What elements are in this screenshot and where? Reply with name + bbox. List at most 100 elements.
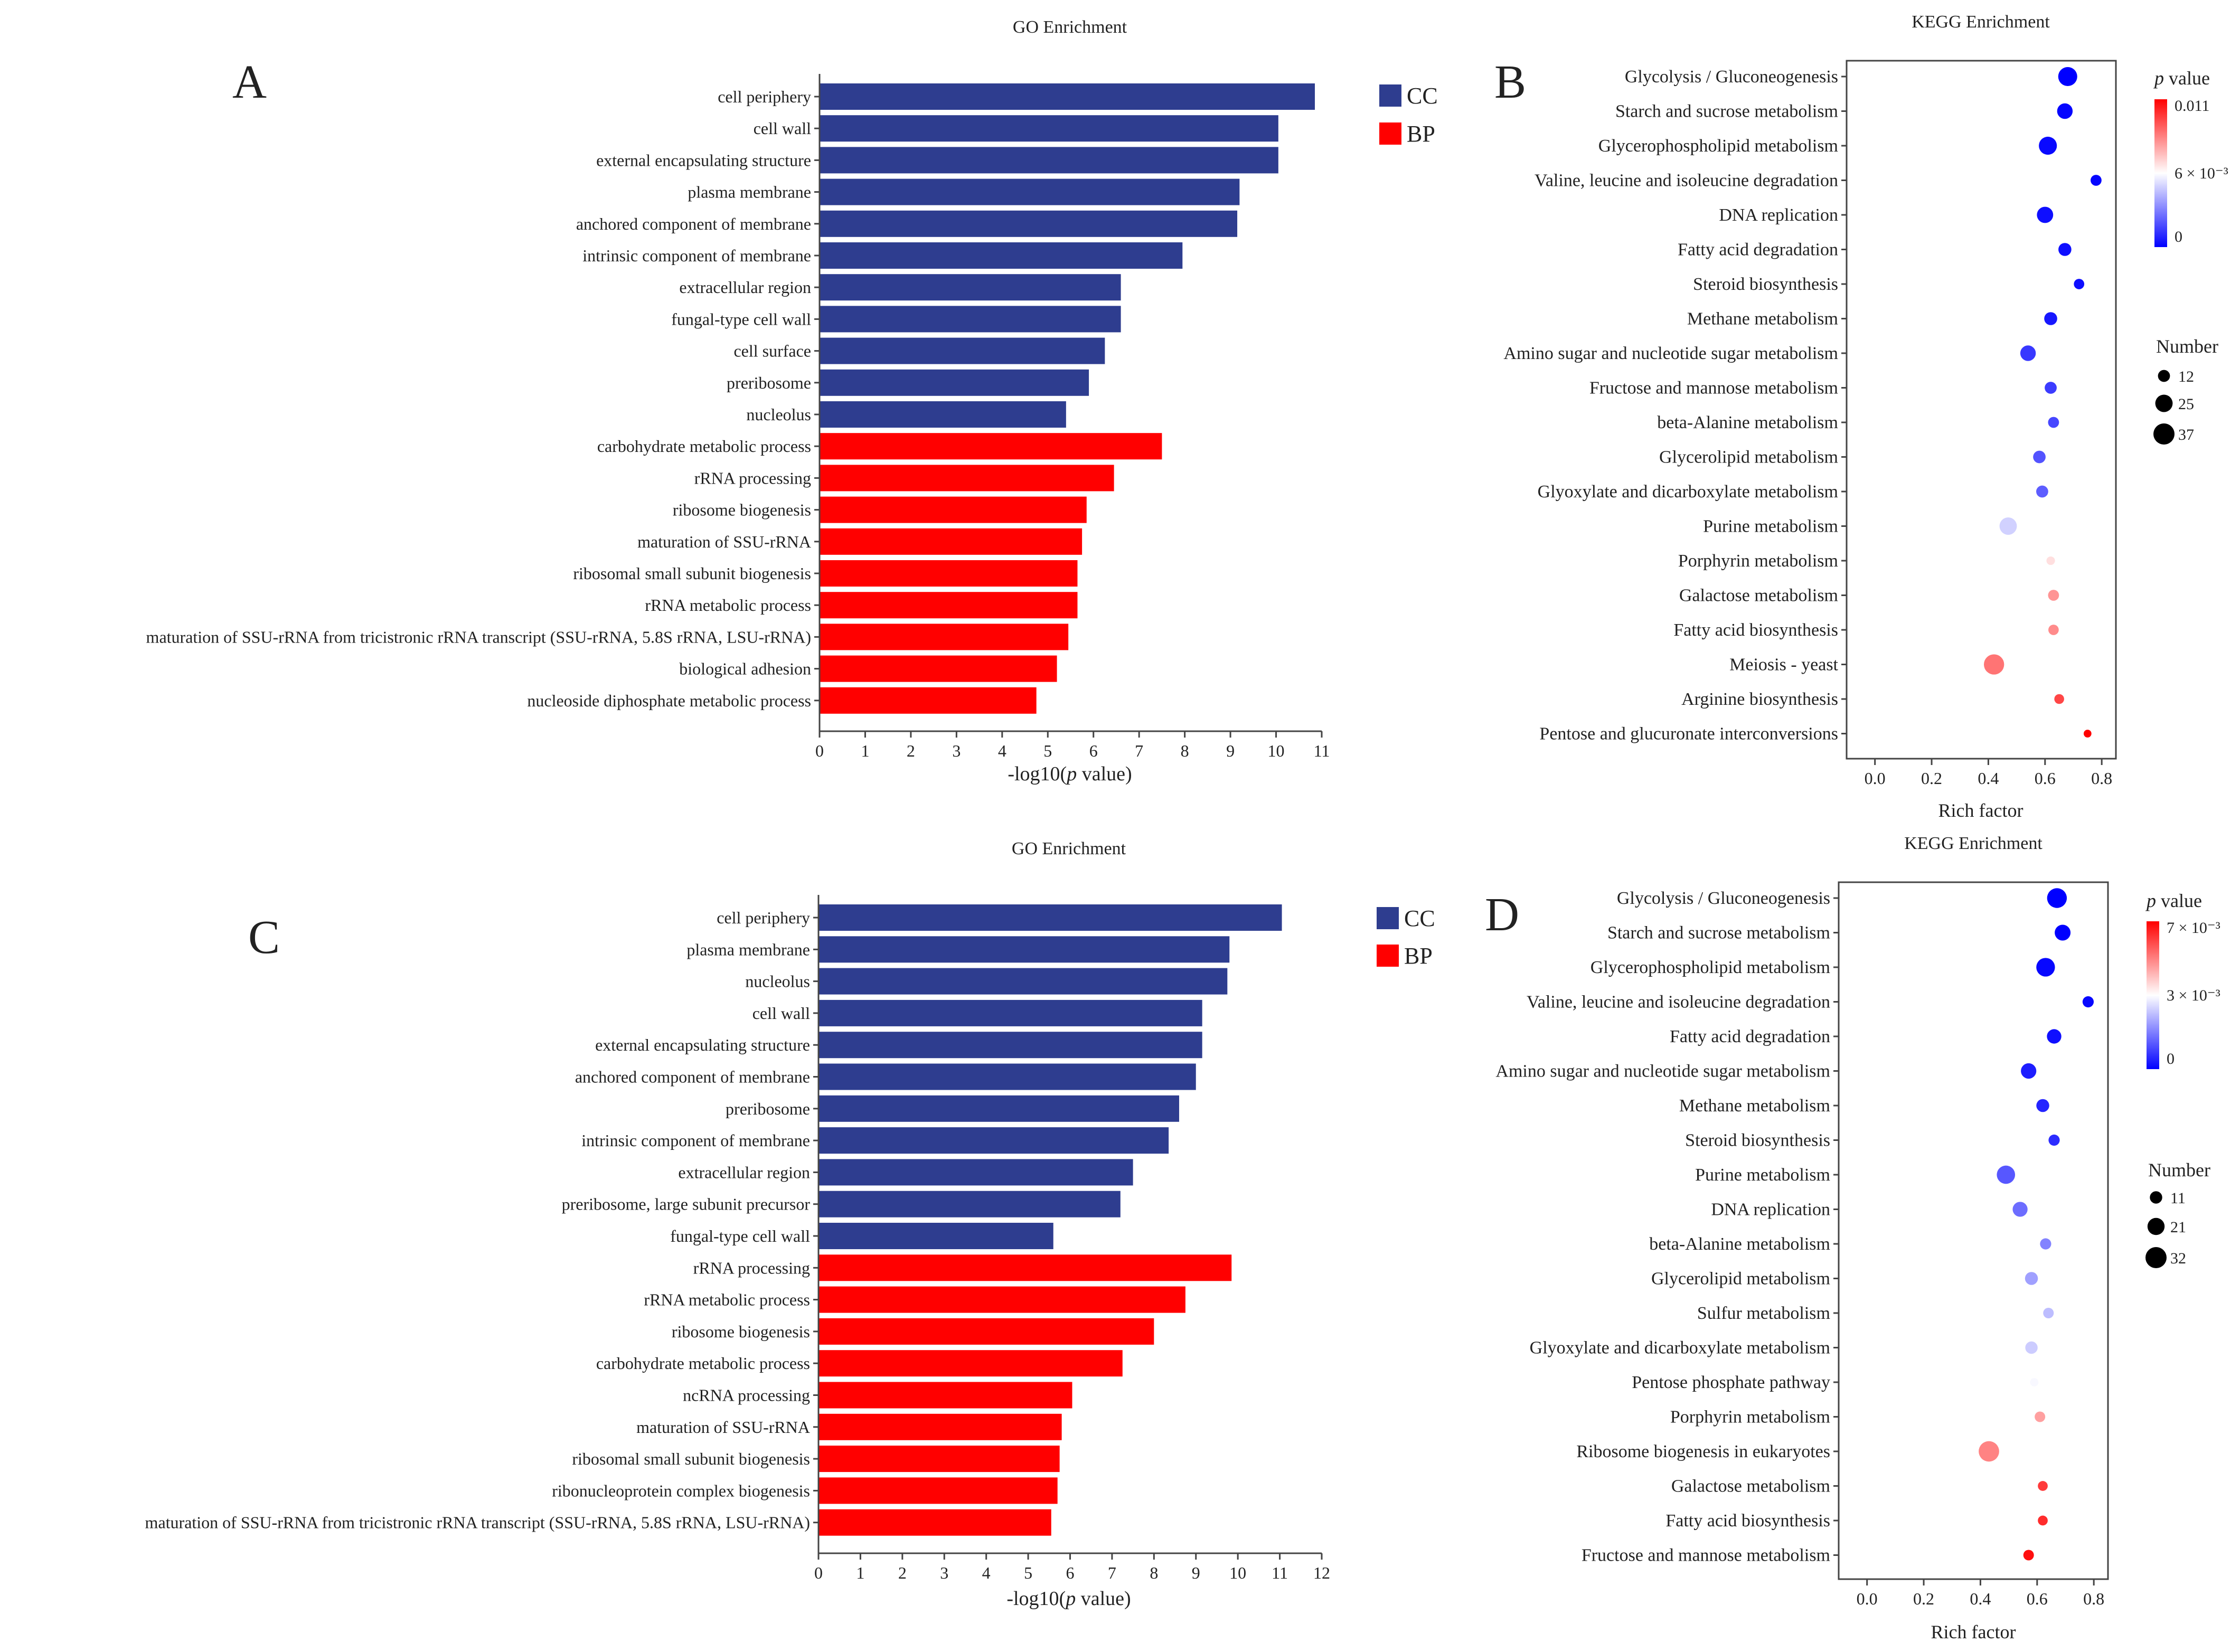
dot (2083, 730, 2092, 738)
y-tick-label: Ribosome biogenesis in eukaryotes (1576, 1442, 1830, 1461)
x-tick-label: 0.4 (1978, 769, 1999, 788)
pvalue-tick-max: 7 × 10⁻³ (2167, 919, 2220, 937)
bar (820, 83, 1315, 110)
panel-letter-a: A (232, 56, 267, 108)
dot (2055, 924, 2071, 941)
y-tick-label: ribosome biogenesis (673, 501, 811, 520)
x-tick-label: 6 (1066, 1563, 1075, 1582)
y-tick-label: external encapsulating structure (595, 1035, 810, 1054)
dot (2036, 485, 2048, 498)
y-tick-label: Fructose and mannose metabolism (1582, 1546, 1830, 1565)
y-tick-label: extracellular region (679, 278, 811, 297)
dot (2043, 1308, 2054, 1318)
x-tick-label: 9 (1192, 1563, 1200, 1582)
pvalue-tick-min: 0 (2167, 1050, 2175, 1068)
dot (2036, 958, 2055, 977)
dot (2039, 136, 2057, 155)
pvalue-tick-mid: 3 × 10⁻³ (2167, 987, 2220, 1004)
panel-d-kegg-dot-plot: KEGG Enrichment Glycolysis / Gluconeogen… (1495, 834, 2220, 1642)
panel-c-bars (818, 904, 1282, 1536)
panel-d-pvalue-legend-title: p value (2145, 890, 2202, 911)
panel-a-title: GO Enrichment (1013, 17, 1127, 37)
bar (820, 528, 1083, 555)
x-tick-label: 5 (1024, 1563, 1032, 1582)
size-legend-label-large: 37 (2178, 426, 2194, 443)
bar (820, 242, 1183, 269)
x-tick-label: 1 (856, 1563, 864, 1582)
y-tick-label: Starch and sucrose metabolism (1615, 102, 1838, 121)
dot (2020, 345, 2036, 361)
dot (2023, 1550, 2034, 1561)
y-tick-label: external encapsulating structure (596, 150, 811, 169)
dot (2045, 382, 2057, 394)
y-tick-label: Glyoxylate and dicarboxylate metabolism (1530, 1338, 1830, 1358)
bar (820, 655, 1057, 682)
y-tick-label: Galactose metabolism (1679, 586, 1838, 606)
panel-letter-d: D (1485, 889, 1519, 941)
panel-d-size-legend: Number 11 21 32 (2145, 1159, 2210, 1268)
dot (2030, 1378, 2039, 1386)
dot (2035, 1411, 2046, 1422)
y-tick-label: Steroid biosynthesis (1685, 1131, 1830, 1150)
panel-b-x-axis-label: Rich factor (1938, 800, 2023, 821)
y-tick-label: beta-Alanine metabolism (1657, 413, 1838, 432)
x-tick-label: 11 (1314, 741, 1330, 760)
bar (820, 592, 1078, 619)
panel-b-pvalue-legend: p value 0.011 6 × 10⁻³ 0 (2153, 68, 2228, 247)
y-tick-label: intrinsic component of membrane (582, 246, 811, 265)
panel-b-pvalue-colorbar (2154, 99, 2167, 247)
x-tick-label: 0.2 (1921, 769, 1942, 788)
panel-b-title: KEGG Enrichment (1912, 12, 2050, 32)
bar (820, 560, 1078, 587)
y-tick-label: Fatty acid degradation (1670, 1027, 1830, 1046)
size-legend-dot-medium (2155, 394, 2173, 412)
y-tick-label: Valine, leucine and isoleucine degradati… (1527, 993, 1830, 1012)
dot (2048, 417, 2059, 428)
panel-d-axes: Glycolysis / Gluconeogenesis Starch and s… (1495, 889, 2104, 1608)
y-tick-label: fungal-type cell wall (671, 309, 811, 328)
bar (818, 1095, 1179, 1122)
dot (2037, 206, 2054, 223)
bar (818, 1254, 1232, 1281)
panel-a-axes: cell periphery cell wall external encapsul… (146, 74, 1330, 760)
dot (2048, 1134, 2060, 1146)
dot (1983, 654, 2004, 675)
x-tick-label: 0.2 (1913, 1589, 1934, 1608)
pvalue-title-p: p (2153, 68, 2164, 89)
bar (820, 210, 1238, 237)
size-legend-label-small: 11 (2170, 1190, 2186, 1207)
y-tick-label: preribosome (727, 373, 811, 392)
y-tick-label: maturation of SSU-rRNA from tricistronic… (146, 627, 811, 646)
y-tick-label: cell wall (752, 1004, 810, 1023)
bar (820, 115, 1278, 142)
dot (2048, 625, 2059, 635)
bar (818, 1032, 1202, 1059)
x-tick-label: 6 (1089, 741, 1098, 760)
bar (818, 1127, 1169, 1154)
panel-c-title: GO Enrichment (1012, 839, 1126, 858)
x-tick-label: 2 (898, 1563, 907, 1582)
y-tick-label: biological adhesion (679, 659, 811, 678)
y-tick-label: extracellular region (678, 1163, 810, 1182)
panel-c-x-axis-label-prefix: -log10( (1006, 1588, 1066, 1610)
y-tick-label: anchored component of membrane (575, 1068, 810, 1087)
bar (818, 1382, 1072, 1409)
y-tick-label: Steroid biosynthesis (1693, 275, 1838, 294)
legend-swatch-bp (1379, 122, 1401, 145)
x-tick-label: 0.8 (2083, 1589, 2104, 1608)
panel-a-go-bar-chart: GO Enrichment cell periphery cell wall ext… (146, 17, 1438, 785)
panel-c-x-axis-label-italic: p (1064, 1588, 1076, 1610)
y-tick-label: Amino sugar and nucleotide sugar metabol… (1503, 344, 1838, 363)
y-tick-label: maturation of SSU-rRNA (637, 532, 811, 551)
dot (2048, 590, 2059, 601)
legend-label-cc: CC (1407, 83, 1438, 109)
y-tick-label: Glycerolipid metabolism (1651, 1269, 1830, 1289)
dot (1979, 1441, 1999, 1462)
y-tick-label: Fructose and mannose metabolism (1589, 379, 1838, 398)
y-tick-label: ribosomal small subunit biogenesis (572, 1449, 810, 1468)
y-tick-label: Glycerophospholipid metabolism (1598, 136, 1838, 156)
panel-a-bars (820, 83, 1315, 714)
panel-b-pvalue-legend-title: p value (2153, 68, 2210, 89)
y-tick-label: preribosome (726, 1099, 810, 1118)
dot (2025, 1341, 2038, 1354)
